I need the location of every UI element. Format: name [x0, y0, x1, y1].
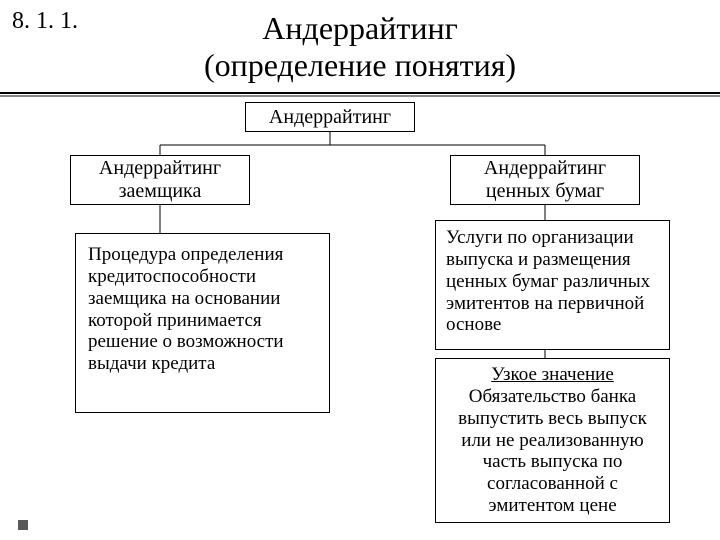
right-definition-2-content: Узкое значение Обязательство банка выпус… — [444, 364, 661, 517]
footer-bullet-icon — [18, 520, 28, 530]
right-definition-1-box: Услуги по организации выпуска и размещен… — [435, 220, 670, 350]
title-line-2: (определение понятия) — [204, 47, 516, 83]
slide-canvas: 8. 1. 1. Андеррайтинг (определение понят… — [0, 0, 720, 540]
title-underline — [0, 92, 720, 94]
right-def2-heading: Узкое значение — [491, 364, 614, 385]
slide-title: Андеррайтинг (определение понятия) — [0, 10, 720, 84]
right-definition-2-box: Узкое значение Обязательство банка выпус… — [435, 358, 670, 523]
root-node: Андеррайтинг — [245, 102, 415, 132]
right-def2-body: Обязательство банка выпустить весь выпус… — [458, 386, 647, 516]
right-branch-node: Андеррайтинг ценных бумаг — [450, 155, 640, 205]
title-line-1: Андеррайтинг — [262, 10, 457, 46]
left-definition-box: Процедура определения кредитоспособности… — [75, 233, 330, 413]
left-branch-node: Андеррайтинг заемщика — [70, 155, 250, 205]
